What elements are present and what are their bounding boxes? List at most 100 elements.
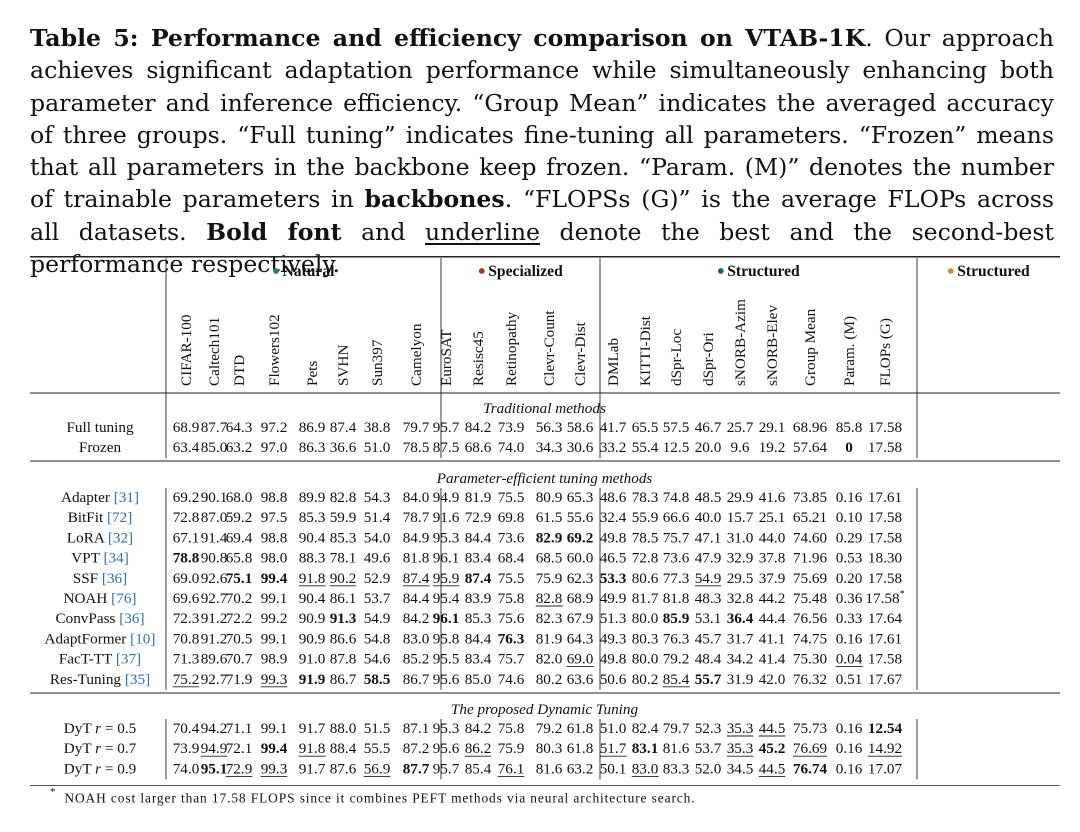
table-cell: 32.4 [600,509,627,526]
table-cell: 75.7 [498,651,525,668]
table-cell: 82.3 [536,610,563,627]
table-cell: 65.21 [793,509,827,526]
table-cell: 57.5 [663,419,690,436]
caption-bold-font: Bold font [206,217,342,246]
table-cell: 75.6 [498,610,525,627]
table-cell: 75.9 [536,570,563,587]
table-cell: 78.3 [632,489,659,506]
table-cell: 86.3 [299,439,326,456]
table-cell: 45.2 [759,740,786,757]
table-cell: 44.0 [759,529,786,546]
table-cell: 70.2 [226,590,253,607]
table-cell: 69.0 [567,651,594,668]
column-header: Camelyon [408,323,425,386]
table-cell: 66.6 [663,509,690,526]
table-cell: 81.9 [465,489,492,506]
table-cell: 17.58 [868,651,903,668]
table-cell: 56.9 [364,760,391,777]
column-header: Clevr-Count [541,310,558,386]
caption-text-1: . Our approach achieves significant adap… [30,24,1054,214]
table-cell: 68.96 [793,419,828,436]
table-cell: 95.4 [433,590,460,607]
table-cell: 69.4 [226,529,253,546]
table-cell: 85.9 [663,610,690,627]
table-cell: 81.8 [663,590,690,607]
table-cell: 46.7 [695,419,722,436]
table-cell: 68.0 [226,489,253,506]
table-cell: 92.7 [201,590,228,607]
method-label: DyT r = 0.7 [64,740,137,757]
table-cell: 96.1 [433,550,460,567]
table-cell: 90.4 [299,590,326,607]
method-label: Full tuning [66,419,133,436]
table-cell: 75.7 [663,529,690,546]
table-cell: 53.3 [600,570,627,587]
table-cell: 58.5 [364,671,391,688]
table-cell: 82.8 [536,590,563,607]
table-cell: 71.9 [226,671,253,688]
table-cell: 85.4 [465,760,492,777]
table-cell: 63.2 [226,439,253,456]
column-header: dSpr-Loc [668,329,685,386]
table-cell: 75.2 [173,671,200,688]
table-cell: 0.53 [836,550,863,567]
table-cell: 84.4 [465,529,492,546]
table-cell: 94.2 [201,720,228,737]
column-header: EuroSAT [438,329,455,386]
table-cell: 95.7 [433,419,460,436]
table-cell: 91.3 [330,610,357,627]
results-table: Natural Specialized Structured Structured CI… [30,256,1060,786]
section-title: The proposed Dynamic Tuning [451,701,639,718]
table-cell: 73.9 [173,740,200,757]
table-cell: 48.3 [695,590,722,607]
table-cell: 73.6 [663,550,690,567]
table-cell: 91.0 [299,651,326,668]
table-cell: 17.61 [868,489,902,506]
table-cell: 97.5 [261,509,288,526]
table-cell: 17.07 [868,760,903,777]
method-label: ConvPass [36] [55,610,144,627]
table-cell: 95.9 [433,570,460,587]
table-cell: 76.74 [793,760,828,777]
group-header-4: Structured [957,263,1030,280]
table-cell: 95.6 [433,671,460,688]
table-cell: 65.8 [226,550,253,567]
table-cell: 79.2 [536,720,563,737]
caption-text-2: . “FLOPSs (G)” is the average FLOPs acro… [30,185,1054,246]
table-cell: 9.6 [731,439,750,456]
table-cell: 82.9 [536,529,563,546]
table-cell: 0.16 [836,760,863,777]
table-cell: 99.1 [261,720,288,737]
method-label: Res-Tuning [35] [50,671,150,688]
table-cell: 87.8 [330,651,357,668]
column-header: FLOPs (G) [877,318,894,386]
table-cell: 87.4 [403,570,430,587]
table-cell: 17.58 [868,529,903,546]
table-cell: 0.33 [836,610,863,627]
table-cell: 53.1 [695,610,722,627]
table-cell: 83.0 [403,630,430,647]
table-cell: 90.8 [201,550,228,567]
table-cell: 72.1 [226,740,253,757]
table-cell: 41.1 [759,630,786,647]
table-cell: 59.2 [226,509,253,526]
table-cell: 97.0 [261,439,288,456]
table-cell: 91.9 [299,671,326,688]
table-cell: 52.3 [695,720,722,737]
table-cell: 32.8 [727,590,754,607]
table-cell: 34.2 [727,651,754,668]
table-cell: 99.1 [261,630,288,647]
group-dot-3 [717,268,724,274]
table-cell: 67.9 [567,610,594,627]
table-cell: 41.6 [759,489,786,506]
table-cell: 83.0 [632,760,659,777]
table-cell: 76.3 [663,630,690,647]
table-cell: 95.3 [433,529,460,546]
table-cell: 51.0 [364,439,391,456]
table-cell: 91.7 [299,760,326,777]
table-cell: 87.5 [433,439,460,456]
table-cell: 84.4 [403,590,430,607]
table-cell: 99.4 [261,740,288,757]
table-cell: 0.10 [836,509,863,526]
table-cell: 99.2 [261,610,288,627]
